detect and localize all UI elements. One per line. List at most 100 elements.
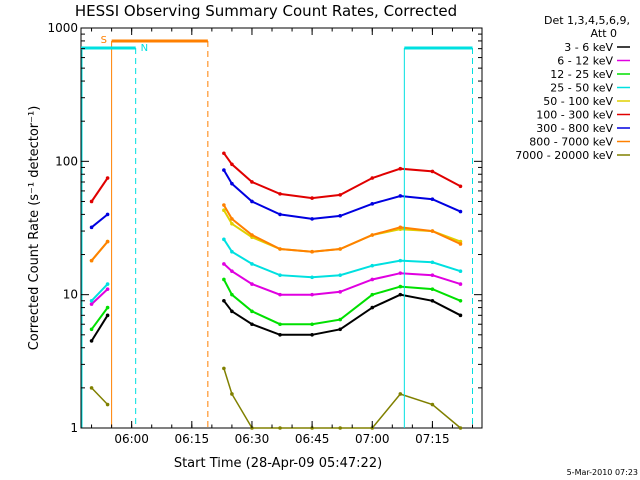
legend-label: 7000 - 20000 keV	[515, 149, 613, 162]
data-point	[370, 233, 375, 237]
series-line-segment	[223, 293, 461, 336]
data-point	[250, 233, 254, 237]
data-point	[370, 176, 375, 180]
data-point	[222, 277, 226, 282]
x-tick-label: 06:15	[175, 432, 210, 446]
series-line-segment	[223, 169, 461, 220]
data-point	[105, 176, 110, 180]
series-line-segment	[223, 152, 461, 200]
data-point	[89, 258, 94, 263]
data-point	[458, 313, 463, 318]
legend-label: 50 - 100 keV	[543, 95, 613, 108]
data-point	[338, 193, 342, 197]
data-point	[278, 426, 282, 430]
legend-header-line-1: Det 1,3,4,5,6,9,	[544, 14, 630, 27]
data-point	[338, 290, 342, 294]
night-label: N	[141, 43, 148, 54]
data-point	[105, 313, 110, 318]
legend-label: 25 - 50 keV	[550, 82, 613, 95]
data-point	[338, 273, 342, 277]
series-line-segment	[90, 177, 109, 203]
series-line-segment	[90, 307, 109, 330]
data-point	[89, 199, 94, 204]
data-point	[398, 284, 403, 289]
data-point	[250, 180, 254, 184]
data-point	[458, 269, 463, 273]
x-tick-label: 06:30	[235, 432, 270, 446]
y-axis-title: Corrected Count Rate (s⁻¹ detector⁻¹)	[27, 106, 42, 351]
data-point	[89, 339, 94, 343]
data-point	[310, 196, 314, 200]
data-point	[230, 392, 234, 396]
data-point	[458, 426, 463, 430]
series-3-6-kev	[89, 292, 463, 343]
legend-label: 12 - 25 keV	[550, 68, 613, 81]
data-point	[222, 298, 226, 303]
data-point	[230, 162, 234, 167]
x-tick-label: 07:15	[415, 432, 450, 446]
data-point	[370, 292, 375, 297]
series-line-segment	[90, 213, 109, 229]
legend-label: 6 - 12 keV	[557, 55, 613, 68]
legend-label: 100 - 300 keV	[536, 109, 613, 122]
data-point	[278, 192, 282, 196]
data-point	[222, 203, 226, 207]
data-point	[398, 194, 403, 198]
data-point	[430, 298, 435, 303]
chart-title: HESSI Observing Summary Count Rates, Cor…	[75, 2, 457, 20]
data-point	[430, 260, 435, 265]
data-point	[370, 277, 375, 282]
data-point	[230, 292, 234, 297]
series-line-segment	[90, 240, 109, 262]
data-point	[430, 169, 435, 174]
series-50-100-kev	[89, 208, 463, 263]
data-point	[250, 322, 254, 327]
y-tick-label: 10	[63, 288, 78, 302]
data-point	[458, 298, 463, 303]
legend-label: 3 - 6 keV	[564, 41, 613, 54]
data-point	[250, 262, 254, 266]
data-point	[278, 292, 282, 297]
data-point	[222, 262, 226, 266]
data-point	[370, 202, 375, 206]
y-tick-label: 1000	[47, 21, 78, 35]
attenuator-s-label: S	[101, 35, 107, 46]
data-point	[458, 209, 463, 214]
data-point	[89, 302, 94, 306]
data-point	[458, 184, 463, 189]
legend-label: 800 - 7000 keV	[529, 136, 613, 149]
series-100-300-kev	[89, 151, 463, 204]
data-point	[430, 402, 435, 407]
series-line-segment	[90, 314, 109, 342]
data-point	[338, 327, 342, 332]
data-point	[230, 181, 234, 186]
data-point	[230, 217, 234, 221]
data-point	[310, 249, 314, 254]
data-point	[89, 225, 94, 230]
data-point	[398, 292, 403, 297]
series-line-segment	[223, 204, 461, 253]
data-point	[222, 237, 226, 242]
data-point	[230, 222, 234, 226]
data-point	[105, 287, 110, 291]
series-line-segment	[223, 368, 461, 429]
axis-layer: 06:00 06:15 06:30 06:45 07:00 07:15 1 10 100 1000	[47, 21, 482, 446]
data-point	[430, 197, 435, 201]
footer-timestamp: 5-Mar-2010 07:23	[567, 468, 638, 477]
data-point	[398, 258, 403, 263]
data-point	[370, 263, 375, 268]
series-12-25-kev	[89, 277, 463, 332]
series-25-50-kev	[89, 237, 463, 303]
data-point	[310, 275, 314, 280]
data-point	[278, 212, 282, 217]
x-tick-label: 07:00	[355, 432, 390, 446]
data-point	[250, 309, 254, 314]
data-point	[105, 239, 110, 244]
data-point	[310, 292, 314, 297]
data-point	[222, 208, 226, 213]
data-point	[250, 199, 254, 204]
data-point	[89, 327, 94, 332]
legend-header-line-2: Att 0	[591, 27, 617, 40]
